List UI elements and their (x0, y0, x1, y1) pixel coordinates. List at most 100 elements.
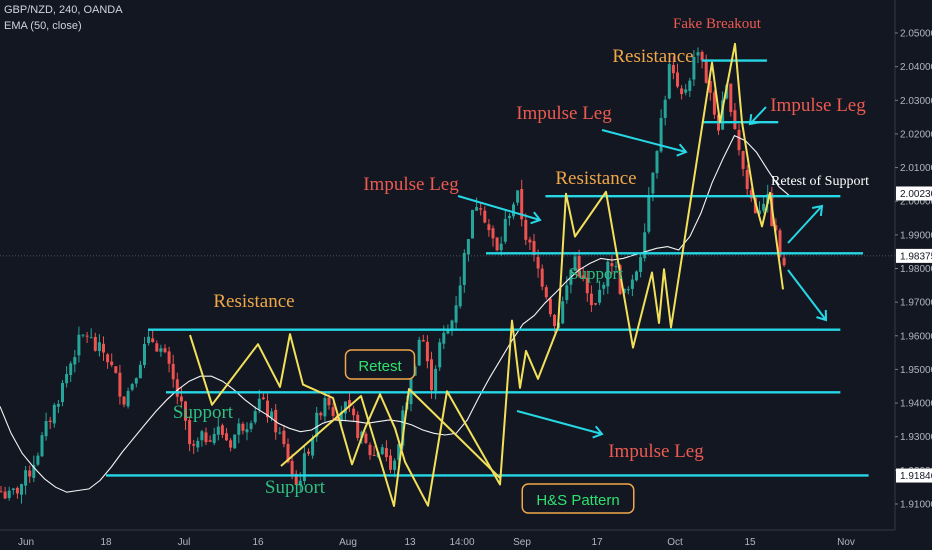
candle-body (155, 343, 159, 352)
annotation-label: Impulse Leg (770, 95, 866, 116)
annotation-label: Impulse Leg (516, 103, 612, 124)
price-badge (896, 248, 932, 263)
candle-body (774, 225, 778, 231)
candle-body (680, 88, 684, 95)
candle-body (204, 432, 208, 443)
candle-body (270, 411, 274, 419)
annotation-label: Resistance (555, 168, 636, 189)
candle-body (626, 289, 630, 291)
y-tick-label: 1.93000 (900, 432, 932, 443)
candle-body (421, 340, 425, 342)
candle-body (327, 397, 331, 406)
candle-body (471, 209, 474, 239)
candle-body (348, 400, 351, 407)
y-tick-label: 2.01000 (900, 163, 932, 174)
candle-body (401, 410, 405, 446)
candle-body (253, 411, 257, 423)
price-badge (896, 468, 932, 483)
candle-body (179, 396, 183, 402)
candle-body (647, 195, 651, 232)
candle-body (573, 256, 577, 271)
candle-body (495, 237, 499, 251)
candle-body (721, 100, 725, 130)
candle-body (655, 151, 659, 174)
candle-body (389, 455, 392, 470)
candle-body (130, 384, 134, 390)
candle-body (69, 363, 73, 375)
annotation-label: Retest of Support (771, 174, 869, 189)
candle-body (7, 490, 11, 499)
candle-body (266, 400, 269, 418)
candle-body (372, 455, 376, 457)
candle-body (290, 460, 294, 475)
arrow-head (592, 425, 604, 439)
candle-body (503, 218, 507, 242)
time-axis[interactable]: Jun 18 Jul 16 Aug 13 14:00 Sep 17 Oct 15 Nov (0, 529, 895, 548)
candle-body (0, 491, 3, 493)
candle-body (553, 314, 556, 327)
candle-body (393, 460, 397, 470)
candle-body (52, 404, 56, 424)
candle-body (483, 210, 487, 223)
annotations: Fake Breakout Resistance Impulse Leg Impuls… (173, 16, 869, 514)
candle-body (737, 129, 741, 151)
y-tick-label: 2.05000 (900, 29, 932, 40)
candle-body (778, 230, 782, 257)
arrow-line (601, 129, 687, 153)
candle-body (446, 330, 450, 334)
candle-body (85, 335, 89, 337)
candle-body (24, 470, 28, 486)
candle-body (380, 447, 384, 455)
candle-body (577, 255, 581, 277)
candle-body (507, 215, 511, 219)
arrow-line (457, 195, 541, 221)
candle-body (479, 208, 483, 210)
price-badge (896, 186, 932, 201)
candle-body (614, 266, 618, 268)
x-tick-label: Nov (837, 537, 855, 548)
candle-body (450, 320, 454, 331)
candle-body (434, 368, 438, 391)
candle-body (663, 99, 667, 118)
y-tick-label: 1.94000 (900, 399, 932, 410)
candle-body (307, 451, 310, 454)
candle-body (261, 397, 265, 400)
zigzag-group (189, 42, 784, 507)
candle-body (44, 421, 48, 437)
candle-body (589, 293, 593, 306)
candle-body (540, 268, 544, 287)
candle-body (659, 117, 663, 152)
arrow-line (787, 205, 823, 244)
arrow-line (516, 410, 603, 435)
candle-body (520, 189, 524, 220)
candle-body (667, 64, 671, 99)
candle-body (442, 332, 446, 344)
candle-body (282, 430, 286, 445)
candle-body (81, 334, 85, 336)
candle-body (339, 412, 343, 421)
candle-body (536, 256, 540, 269)
annotation-label: Support (569, 264, 623, 283)
y-tick-label: 1.96000 (900, 331, 932, 342)
candle-body (425, 341, 429, 362)
candle-body (639, 257, 643, 272)
candle-body (491, 228, 495, 239)
candle-body (729, 83, 733, 113)
candle-body (712, 92, 716, 115)
annotation-label: Resistance (213, 291, 294, 312)
candle-body (102, 343, 105, 353)
candle-body (323, 398, 327, 417)
candle-body (188, 420, 192, 445)
candle-body (688, 80, 692, 91)
candle-body (225, 433, 228, 441)
price-axis[interactable]: 2.05000 2.04000 2.03000 2.02000 2.01000 2.000… (894, 0, 932, 550)
candle-body (56, 403, 60, 407)
ema-line (0, 134, 791, 493)
candle-body (524, 219, 528, 240)
candle-body (245, 429, 249, 433)
candle-body (692, 56, 696, 80)
candle-body (397, 444, 401, 461)
candle-body (368, 444, 372, 456)
